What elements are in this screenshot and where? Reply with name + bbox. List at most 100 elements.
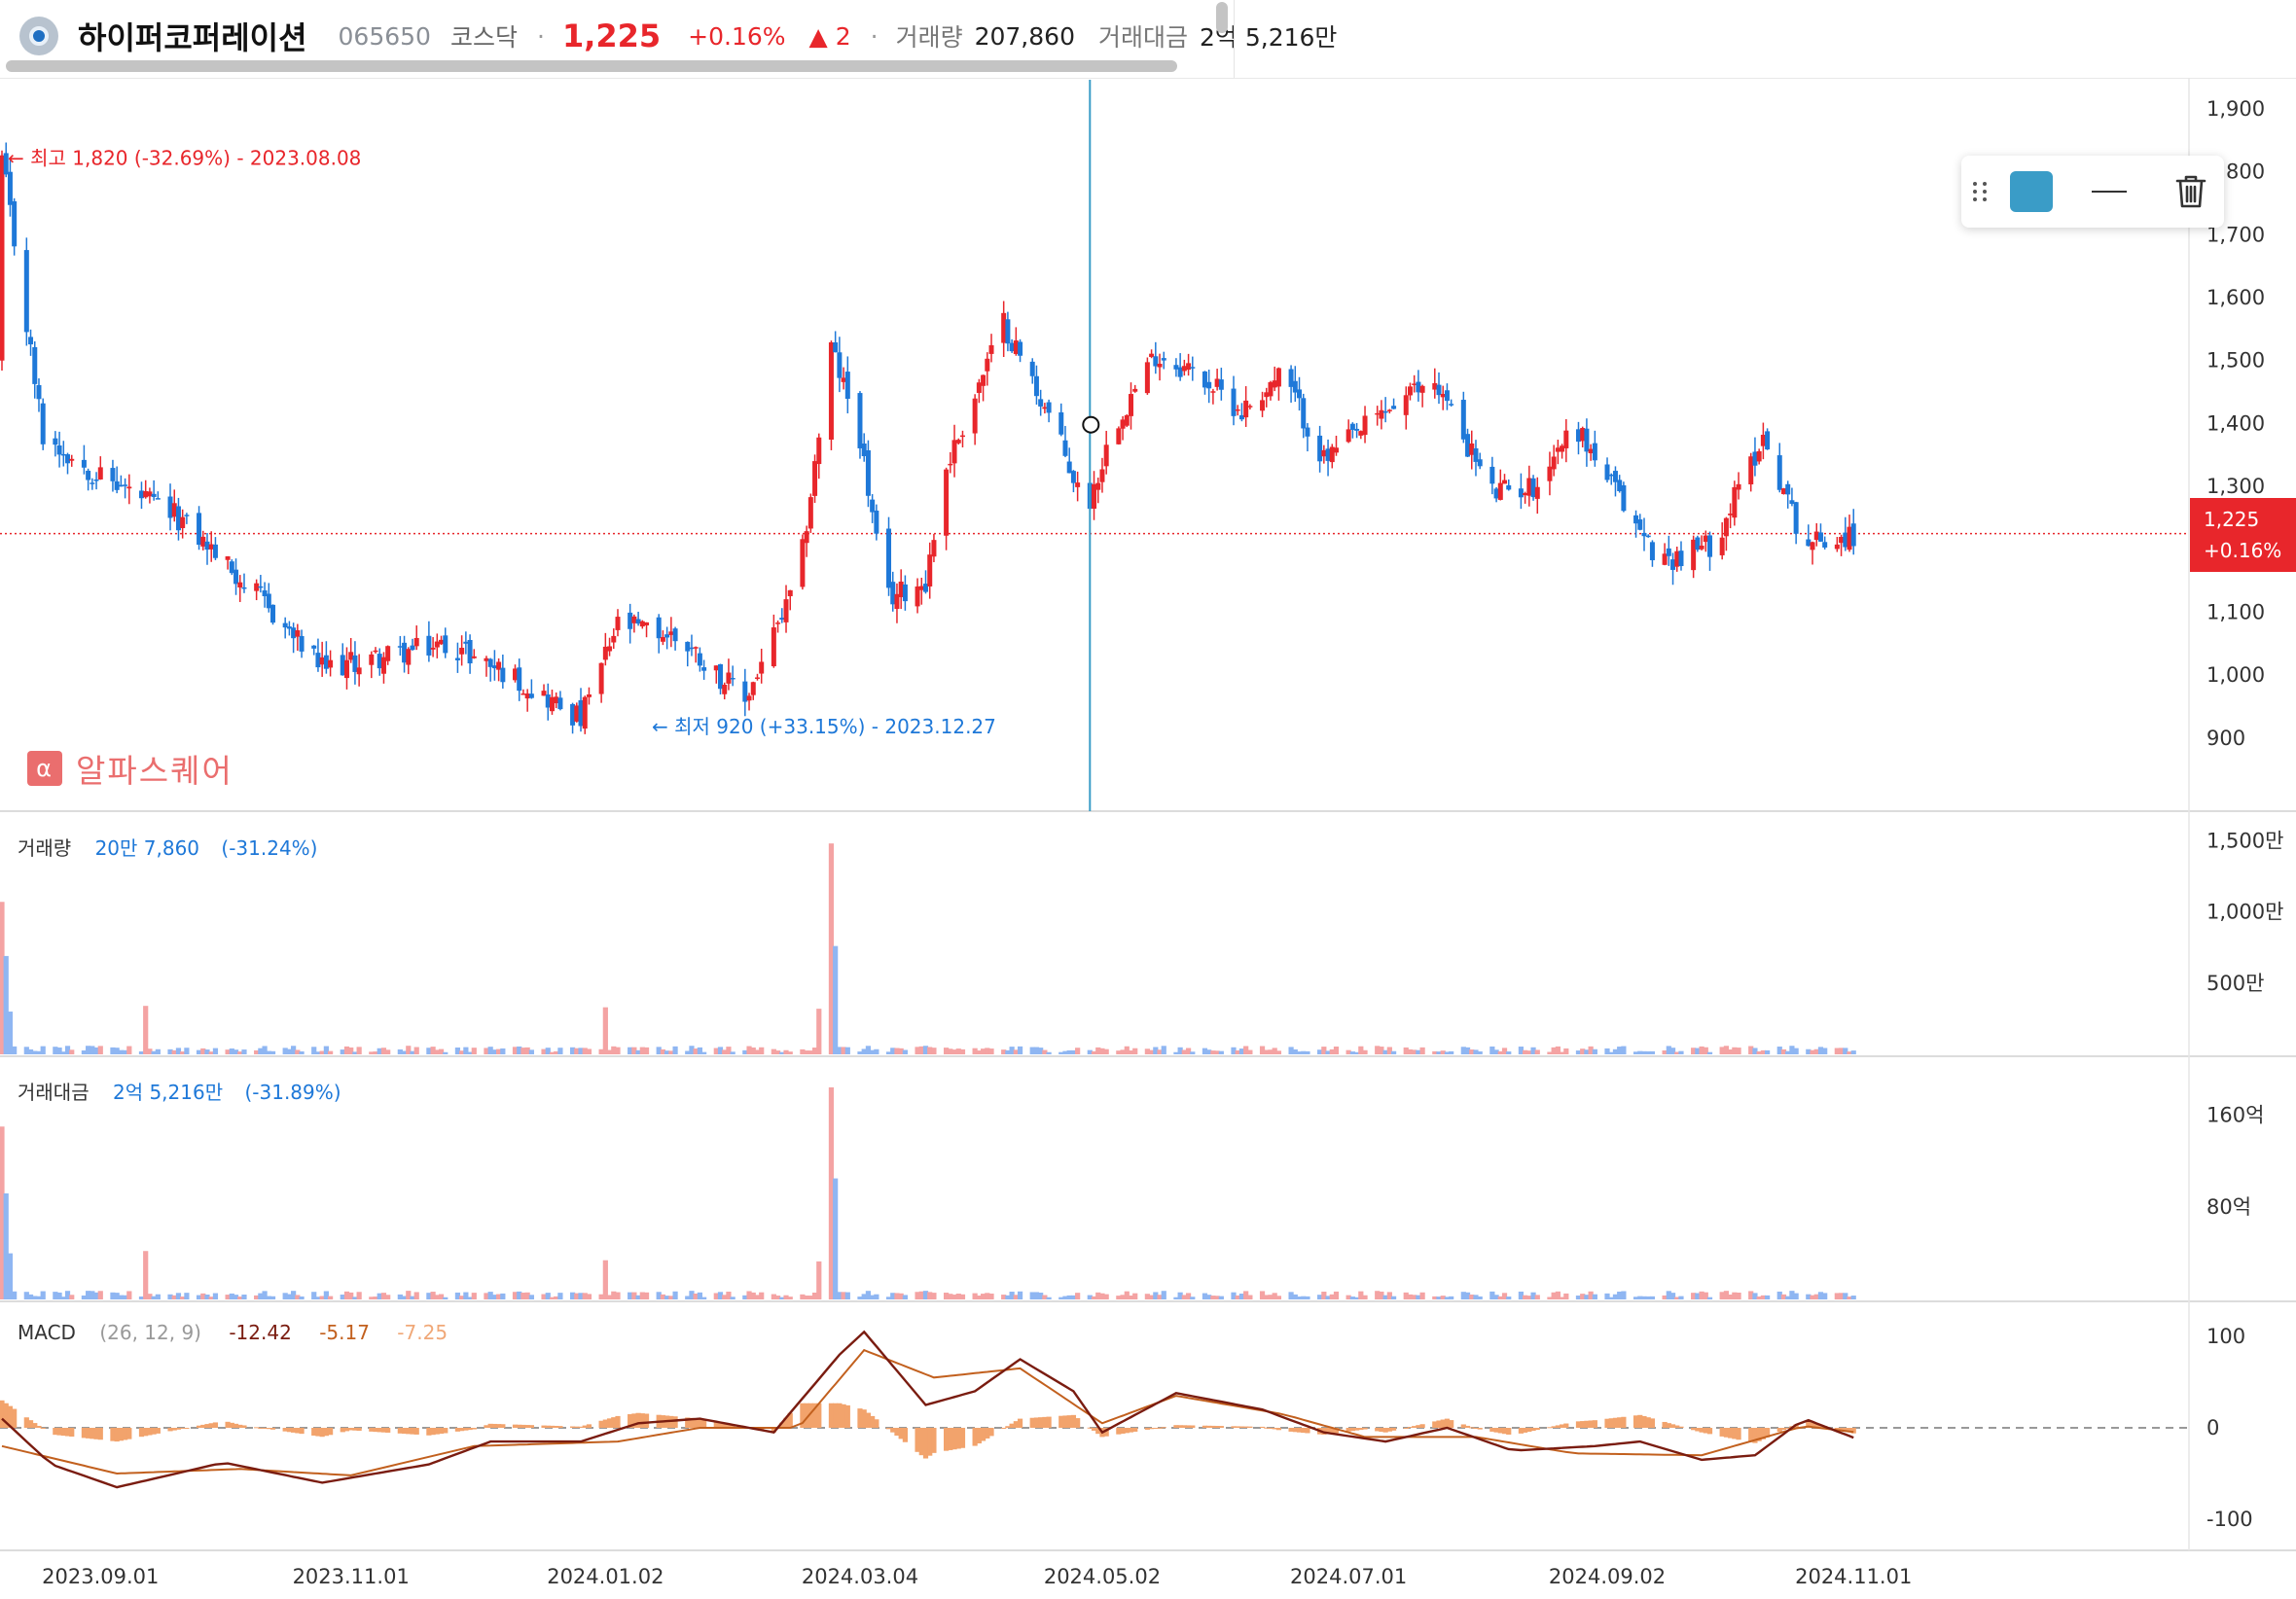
amount-bar bbox=[1575, 1296, 1582, 1299]
macd-histogram-bar bbox=[1806, 1421, 1812, 1428]
amount-bar bbox=[413, 1292, 419, 1299]
candle-body bbox=[1789, 500, 1795, 505]
volume-bar bbox=[401, 1050, 408, 1054]
macd-histogram-bar bbox=[844, 1404, 850, 1428]
candle-body bbox=[291, 627, 297, 639]
candle-body bbox=[1817, 532, 1823, 542]
volume-bar bbox=[123, 1049, 128, 1054]
candle-body bbox=[1460, 400, 1466, 440]
volume-bar bbox=[1416, 1049, 1421, 1054]
macd-histogram-bar bbox=[151, 1428, 157, 1435]
volume-bar bbox=[1810, 1049, 1815, 1054]
amount-bar bbox=[578, 1293, 584, 1299]
candle-body bbox=[1633, 515, 1639, 524]
candle-body bbox=[97, 467, 103, 480]
line-style-icon[interactable] bbox=[2092, 191, 2127, 193]
macd-histogram-bar bbox=[1723, 1428, 1729, 1438]
amount-bar bbox=[1066, 1295, 1072, 1299]
candle-body bbox=[816, 437, 822, 465]
vertical-scrollbar[interactable] bbox=[1216, 2, 1228, 33]
volume-bar bbox=[286, 1048, 292, 1054]
candle-body bbox=[343, 659, 349, 679]
volume-bar bbox=[1333, 1047, 1340, 1054]
candle-body bbox=[348, 652, 354, 660]
macd-histogram-bar bbox=[631, 1413, 637, 1428]
stock-name[interactable]: 하이퍼코퍼레이션 bbox=[78, 19, 307, 56]
volume-bar bbox=[685, 1050, 691, 1054]
macd-histogram-bar bbox=[1850, 1428, 1856, 1434]
volume-bar bbox=[269, 1050, 276, 1054]
drag-handle-icon[interactable] bbox=[1973, 177, 1989, 206]
candle-body bbox=[1033, 375, 1039, 397]
candle-body bbox=[328, 659, 334, 668]
macd-histogram-bar bbox=[1736, 1428, 1741, 1440]
macd-histogram-bar bbox=[1181, 1425, 1187, 1428]
horizontal-scrollbar[interactable] bbox=[6, 60, 1177, 72]
macd-histogram-bar bbox=[311, 1428, 317, 1436]
company-logo[interactable] bbox=[19, 17, 58, 55]
current-price-tag: 1,225 +0.16% bbox=[2190, 498, 2296, 572]
amount-bar bbox=[1017, 1291, 1023, 1299]
macd-histogram-bar bbox=[1748, 1428, 1754, 1442]
amount-bar bbox=[951, 1295, 957, 1299]
macd-histogram-bar bbox=[1144, 1428, 1150, 1430]
volume-bar bbox=[1268, 1049, 1274, 1054]
stock-info-row: 하이퍼코퍼레이션 065650 코스닥 · 1,225 +0.16% ▲ 2 ·… bbox=[19, 12, 1360, 60]
volume-bar bbox=[586, 1048, 592, 1054]
volume-bar bbox=[180, 1051, 186, 1054]
amount-bar bbox=[7, 1253, 14, 1299]
macd-histogram-bar bbox=[927, 1428, 933, 1456]
macd-histogram-bar bbox=[200, 1424, 206, 1428]
macd-histogram-bar bbox=[1218, 1426, 1224, 1428]
macd-histogram-bar bbox=[1719, 1428, 1725, 1437]
macd-histogram-bar bbox=[454, 1428, 461, 1432]
amount-bar bbox=[1382, 1295, 1388, 1299]
volume-bar bbox=[241, 1049, 247, 1054]
candle-body bbox=[1403, 395, 1409, 415]
candle-body bbox=[1563, 430, 1569, 448]
amount-bar bbox=[1748, 1291, 1754, 1299]
amount-bar bbox=[672, 1291, 678, 1299]
candle-body bbox=[902, 584, 908, 602]
trash-icon[interactable] bbox=[2173, 173, 2208, 210]
macd-histogram-bar bbox=[557, 1426, 563, 1428]
amount-bar bbox=[12, 1291, 18, 1299]
candle-body bbox=[1526, 478, 1532, 496]
macd-legend: MACD (26, 12, 9) -12.42 -5.17 -7.25 bbox=[18, 1321, 448, 1344]
volume-bar bbox=[557, 1048, 563, 1054]
candle-body bbox=[1349, 423, 1355, 431]
macd-histogram-bar bbox=[902, 1428, 908, 1442]
volume-bar bbox=[1206, 1049, 1212, 1054]
macd-histogram-bar bbox=[1379, 1428, 1384, 1433]
amount-bar bbox=[1547, 1297, 1553, 1299]
macd-histogram-bar bbox=[672, 1416, 678, 1428]
amount-bar bbox=[343, 1291, 350, 1299]
volume-bar bbox=[1501, 1048, 1508, 1054]
macd-histogram-bar bbox=[1120, 1428, 1126, 1435]
macd-histogram-bar bbox=[110, 1428, 116, 1441]
volume-bar bbox=[759, 1047, 765, 1054]
color-swatch-button[interactable] bbox=[2010, 171, 2053, 212]
amount-bar bbox=[1070, 1295, 1077, 1299]
volume-bar bbox=[1822, 1048, 1828, 1054]
macd-histogram-bar bbox=[254, 1427, 260, 1429]
macd-histogram-bar bbox=[783, 1417, 789, 1428]
macd-histogram-bar bbox=[1649, 1418, 1656, 1428]
volume-bar bbox=[64, 1046, 71, 1054]
candle-body bbox=[1752, 451, 1758, 466]
amount-bar bbox=[668, 1296, 674, 1299]
volume-bar bbox=[807, 1050, 813, 1054]
macd-histogram-bar bbox=[1329, 1428, 1335, 1434]
candle-body bbox=[1523, 492, 1528, 496]
price-axis-tick: 1,100 bbox=[2206, 600, 2265, 623]
macd-histogram-bar bbox=[1231, 1426, 1237, 1428]
macd-histogram-bar bbox=[343, 1428, 350, 1432]
amount-bar bbox=[1432, 1296, 1438, 1299]
volume-bar bbox=[804, 1050, 809, 1054]
volume-bar bbox=[397, 1048, 403, 1054]
amount-bar bbox=[406, 1291, 412, 1299]
volume-bar bbox=[1669, 1048, 1676, 1054]
amount-bar bbox=[1806, 1294, 1812, 1299]
volume-bar bbox=[697, 1047, 702, 1054]
